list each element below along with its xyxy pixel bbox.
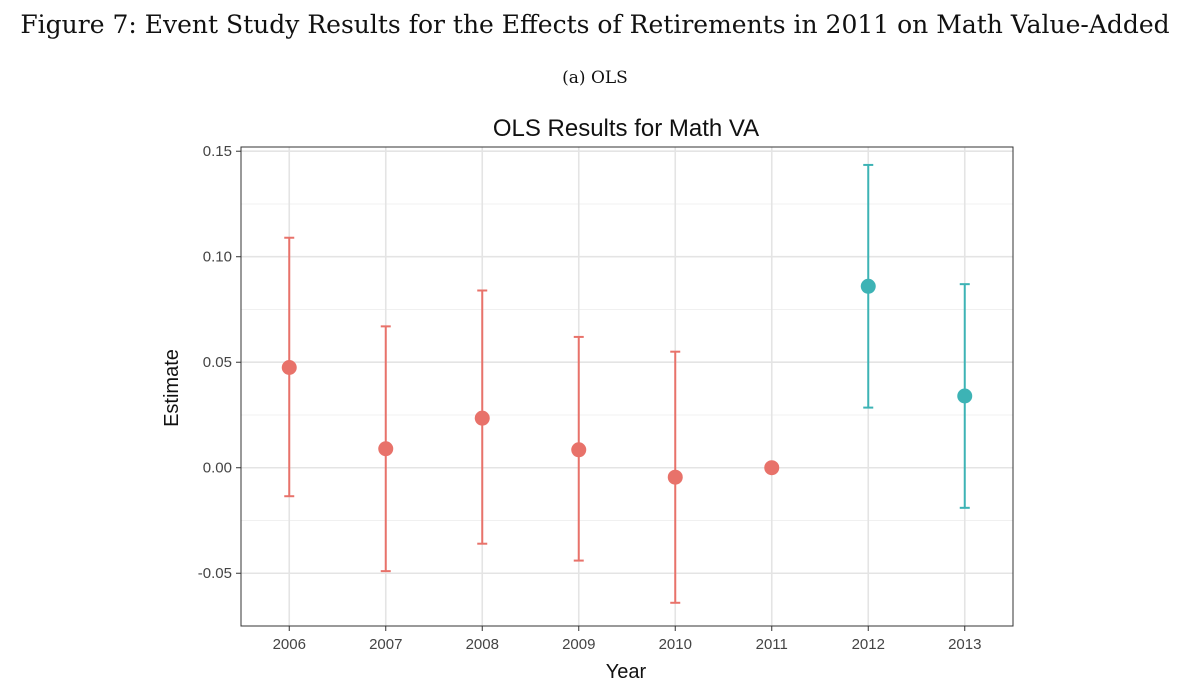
panel-border	[240, 146, 1014, 627]
x-tick-label: 2006	[273, 636, 306, 653]
figure-subtitle: (a) OLS	[562, 68, 628, 88]
x-tick-label: 2012	[852, 636, 885, 653]
y-axis-label: Estimate	[161, 349, 183, 427]
y-tick-label: -0.05	[198, 565, 232, 582]
y-tick-label: 0.10	[203, 249, 232, 266]
x-tick-label: 2009	[562, 636, 595, 653]
point-estimate	[474, 410, 490, 426]
panel-background	[241, 147, 1013, 626]
point-estimate	[281, 360, 297, 376]
point-estimate	[571, 442, 587, 458]
figure-title: Figure 7: Event Study Results for the Ef…	[20, 10, 1170, 39]
point-estimate	[860, 278, 876, 294]
x-tick-label: 2011	[756, 636, 788, 653]
x-tick-label: 2010	[659, 636, 692, 653]
point-estimate	[764, 460, 780, 476]
axes: -0.05 0.00 0.05 0.10 0.15 2006 2007 2008 2009 201…	[198, 143, 982, 653]
point-estimate	[378, 441, 394, 457]
x-tick-label: 2013	[948, 636, 981, 653]
chart-title: OLS Results for Math VA	[493, 115, 759, 142]
y-tick-label: 0.00	[203, 460, 232, 477]
y-tick-label: 0.15	[203, 143, 232, 160]
point-estimate	[667, 469, 683, 485]
points	[281, 278, 973, 485]
x-axis-label: Year	[606, 661, 647, 683]
y-tick-label: 0.05	[203, 354, 232, 371]
x-tick-label: 2008	[466, 636, 499, 653]
point-estimate	[957, 388, 973, 404]
x-tick-label: 2007	[369, 636, 402, 653]
grid	[241, 147, 1013, 626]
